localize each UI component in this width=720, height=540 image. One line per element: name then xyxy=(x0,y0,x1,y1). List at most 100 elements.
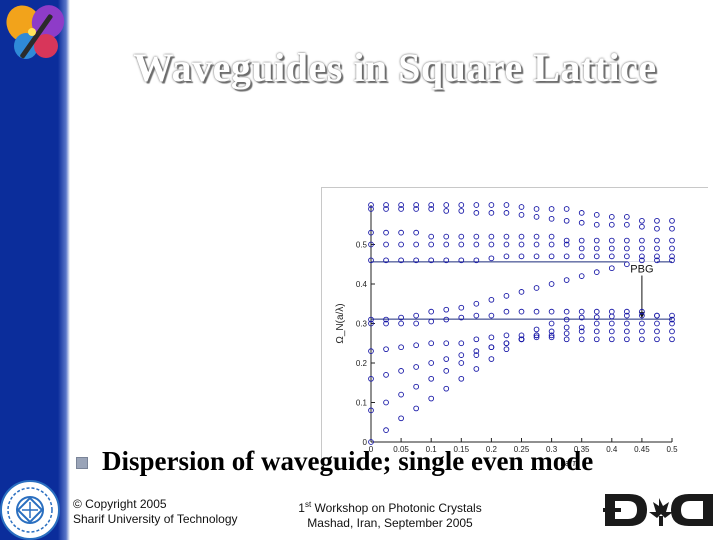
data-point xyxy=(639,320,645,327)
data-point xyxy=(563,206,570,212)
data-point xyxy=(443,356,450,362)
data-point xyxy=(624,245,630,252)
data-point xyxy=(533,206,540,212)
data-point xyxy=(518,204,525,210)
data-point xyxy=(533,285,540,291)
data-point xyxy=(578,324,585,331)
data-point xyxy=(608,253,615,260)
data-point xyxy=(578,273,585,279)
workshop-line-1: 1st Workshop on Photonic Crystals xyxy=(290,497,490,516)
data-point xyxy=(383,316,389,323)
data-point xyxy=(563,277,570,283)
data-point xyxy=(548,206,555,212)
data-point xyxy=(443,385,450,392)
data-point xyxy=(428,360,435,366)
data-point xyxy=(428,395,435,402)
x-tick-label: 0.35 xyxy=(574,445,590,454)
data-point xyxy=(608,308,615,315)
university-seal-logo xyxy=(0,480,60,540)
data-point xyxy=(473,300,480,307)
copyright-line-2: Sharif University of Technology xyxy=(73,512,238,526)
data-point xyxy=(488,241,495,248)
data-point xyxy=(383,241,389,248)
data-point xyxy=(624,221,630,228)
data-point xyxy=(503,202,510,208)
data-point xyxy=(428,375,435,382)
data-point xyxy=(383,206,389,212)
data-point xyxy=(368,407,374,414)
data-point xyxy=(503,346,510,353)
data-point xyxy=(608,237,615,244)
data-point xyxy=(624,214,630,220)
chart-panel xyxy=(321,187,708,474)
data-point xyxy=(563,253,570,260)
data-point xyxy=(383,372,389,378)
data-point xyxy=(624,308,630,315)
data-point xyxy=(518,241,525,248)
data-point xyxy=(488,344,495,351)
data-point xyxy=(563,324,570,331)
data-point xyxy=(383,320,389,327)
x-tick-label: 0.4 xyxy=(606,445,618,454)
x-axis-label: ka/π xyxy=(560,458,578,468)
bullet-square-icon xyxy=(76,457,88,469)
workshop-emblem-logo xyxy=(603,494,713,526)
butterfly-logo xyxy=(6,5,65,59)
data-point xyxy=(669,217,675,224)
data-point xyxy=(518,308,525,315)
y-tick-label: 0.5 xyxy=(356,241,368,250)
data-point xyxy=(533,326,540,333)
data-point xyxy=(398,241,404,248)
data-point xyxy=(458,352,465,358)
data-point xyxy=(578,237,585,244)
data-point xyxy=(368,316,374,323)
data-point xyxy=(578,253,585,260)
data-point xyxy=(593,253,600,260)
data-point xyxy=(669,316,675,323)
data-point xyxy=(428,206,435,212)
data-point xyxy=(639,257,645,264)
data-point xyxy=(398,202,404,208)
data-point xyxy=(473,352,480,358)
data-point xyxy=(624,237,630,244)
data-point xyxy=(473,233,480,240)
data-point xyxy=(443,208,450,214)
data-point xyxy=(608,320,615,327)
data-point xyxy=(624,261,630,268)
data-point xyxy=(654,257,660,264)
data-point xyxy=(473,312,480,319)
data-point xyxy=(548,215,555,222)
data-point xyxy=(368,229,374,236)
x-tick-label: 0.15 xyxy=(454,445,470,454)
workshop-ordinal-suffix: st xyxy=(304,500,312,509)
data-point xyxy=(458,202,465,208)
data-point xyxy=(488,255,495,262)
data-point xyxy=(383,346,389,353)
footer-workshop: 1st Workshop on Photonic Crystals Mashad… xyxy=(290,497,490,531)
data-point xyxy=(443,340,450,347)
data-point xyxy=(593,308,600,315)
data-point xyxy=(548,332,555,339)
data-point xyxy=(398,415,404,422)
data-point xyxy=(413,383,420,390)
data-point xyxy=(548,320,555,327)
data-point xyxy=(563,241,570,248)
data-point xyxy=(428,233,435,240)
data-point xyxy=(639,237,645,244)
data-point xyxy=(503,308,510,315)
data-point xyxy=(548,241,555,248)
data-point xyxy=(428,308,435,315)
data-point xyxy=(503,253,510,260)
data-point xyxy=(488,296,495,303)
data-point xyxy=(639,328,645,335)
data-point xyxy=(608,265,615,272)
data-point xyxy=(443,306,450,313)
data-point xyxy=(473,202,480,208)
data-point xyxy=(398,314,404,321)
data-point xyxy=(383,427,389,434)
bullet-text: Dispersion of waveguide; single even mod… xyxy=(102,446,594,476)
data-point xyxy=(608,214,615,220)
y-tick-label: 0.4 xyxy=(356,280,368,289)
data-point xyxy=(503,292,510,299)
data-point xyxy=(488,356,495,362)
